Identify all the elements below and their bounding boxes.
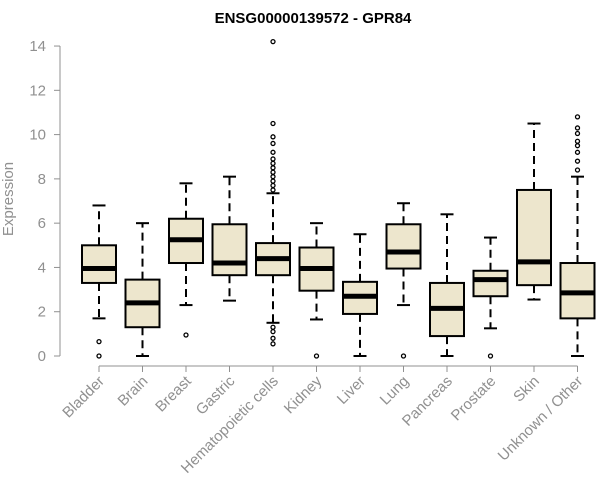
x-tick-label: Breast [152,372,195,415]
y-tick-label: 10 [29,127,46,144]
outlier-point [270,182,276,189]
outlier-point [270,149,276,155]
x-tick-label: Kidney [281,372,326,417]
outlier-point [574,130,581,137]
y-axis-label: Expression [0,162,17,236]
box-lung [385,202,422,359]
outlier-point [313,353,320,359]
outlier-point [574,143,581,149]
outlier-point [183,332,189,338]
y-tick-label: 8 [38,171,46,188]
iqr-box [385,223,422,270]
y-axis: 0 2 4 6 8 10 12 14 [29,38,61,365]
y-tick-label: 12 [29,82,46,99]
y-tick-label: 2 [38,304,46,321]
iqr-box [516,188,552,287]
iqr-box [472,269,509,298]
outlier-point [574,149,581,155]
outlier-point [270,341,276,347]
y-tick-label: 6 [38,215,46,232]
outlier-point [270,160,276,167]
outlier-point [574,167,581,173]
y-tick-label: 0 [38,348,46,365]
outlier-point [270,324,276,330]
box-kidney [298,222,335,359]
outlier-point [574,158,581,164]
box-unknown-other [559,114,596,357]
iqr-box [211,223,248,277]
outlier-point [270,140,276,147]
chart-title: ENSG00000139572 - GPR84 [215,10,412,27]
outlier-point [400,353,407,359]
outlier-point [270,134,276,140]
x-tick-label: Skin [510,373,543,406]
iqr-box [81,244,117,284]
y-tick-label: 14 [29,38,46,55]
box-liver [342,233,378,357]
outlier-point [270,165,276,171]
outlier-point [574,114,581,120]
box-pancreas [429,213,465,357]
plot-area [81,38,596,359]
outlier-point [270,169,276,175]
outlier-point [270,120,276,127]
box-hematopoietic-cells [255,38,291,347]
outlier-point [487,353,494,359]
outlier-point [270,187,276,193]
x-tick-label: Bladder [59,373,108,422]
outlier-point [270,156,276,162]
outlier-point [270,174,276,180]
outlier-point [270,328,276,335]
outlier-point [574,125,581,131]
outlier-point [574,138,581,144]
outlier-point [270,38,276,45]
x-tick-label: Prostate [448,373,500,425]
x-tick-label: Brain [115,373,152,410]
box-gastric [211,175,248,302]
box-brain [124,222,161,357]
x-tick-label: Lung [377,373,413,409]
outlier-point [270,335,276,341]
x-tick-label: Liver [334,373,369,408]
outlier-point [96,353,102,359]
box-skin [516,122,552,301]
box-prostate [472,236,509,359]
outlier-point [270,178,276,184]
box-bladder [81,204,117,359]
box-breast [168,182,204,338]
outlier-point [96,338,102,345]
y-tick-label: 4 [38,259,46,276]
